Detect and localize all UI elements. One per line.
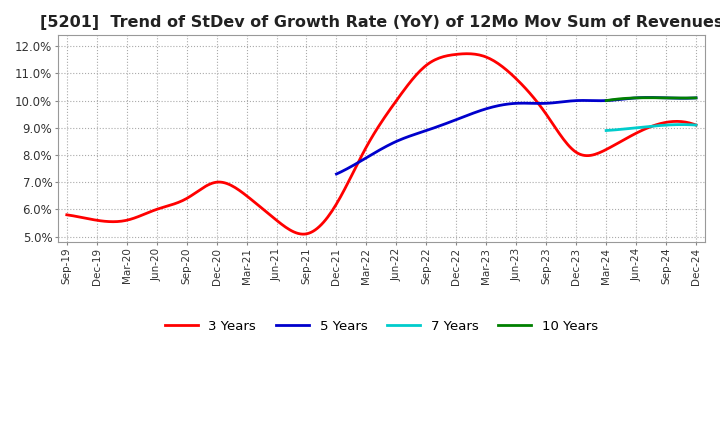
5 Years <box>546 100 555 106</box>
Line: 7 Years: 7 Years <box>606 125 696 131</box>
10 Years <box>656 95 665 100</box>
10 Years <box>683 95 692 101</box>
10 Years <box>602 98 611 103</box>
10 Years <box>602 98 611 103</box>
7 Years <box>678 122 686 127</box>
3 Years <box>63 212 71 217</box>
7 Years <box>678 122 686 127</box>
7 Years <box>655 123 664 128</box>
Line: 3 Years: 3 Years <box>67 54 696 234</box>
7 Years <box>657 123 665 128</box>
5 Years <box>692 95 701 100</box>
10 Years <box>678 95 686 101</box>
3 Years <box>65 213 73 218</box>
5 Years <box>635 95 644 100</box>
3 Years <box>298 231 307 237</box>
3 Years <box>439 54 448 59</box>
5 Years <box>545 100 554 106</box>
10 Years <box>644 95 653 100</box>
Line: 5 Years: 5 Years <box>336 98 696 174</box>
5 Years <box>552 100 561 105</box>
Line: 10 Years: 10 Years <box>606 98 696 101</box>
Title: [5201]  Trend of StDev of Growth Rate (YoY) of 12Mo Mov Sum of Revenues: [5201] Trend of StDev of Growth Rate (Yo… <box>40 15 720 30</box>
3 Years <box>637 128 646 133</box>
10 Years <box>692 95 701 100</box>
10 Years <box>657 95 666 100</box>
7 Years <box>683 122 692 127</box>
3 Years <box>462 51 471 56</box>
3 Years <box>597 149 606 154</box>
7 Years <box>602 128 611 133</box>
3 Years <box>437 55 446 60</box>
3 Years <box>450 52 459 57</box>
Legend: 3 Years, 5 Years, 7 Years, 10 Years: 3 Years, 5 Years, 7 Years, 10 Years <box>160 315 603 339</box>
10 Years <box>655 95 664 100</box>
5 Years <box>332 172 341 177</box>
7 Years <box>655 123 664 128</box>
5 Years <box>333 171 342 176</box>
7 Years <box>692 122 701 128</box>
5 Years <box>645 95 654 100</box>
3 Years <box>692 122 701 128</box>
7 Years <box>602 128 611 133</box>
5 Years <box>660 95 668 100</box>
